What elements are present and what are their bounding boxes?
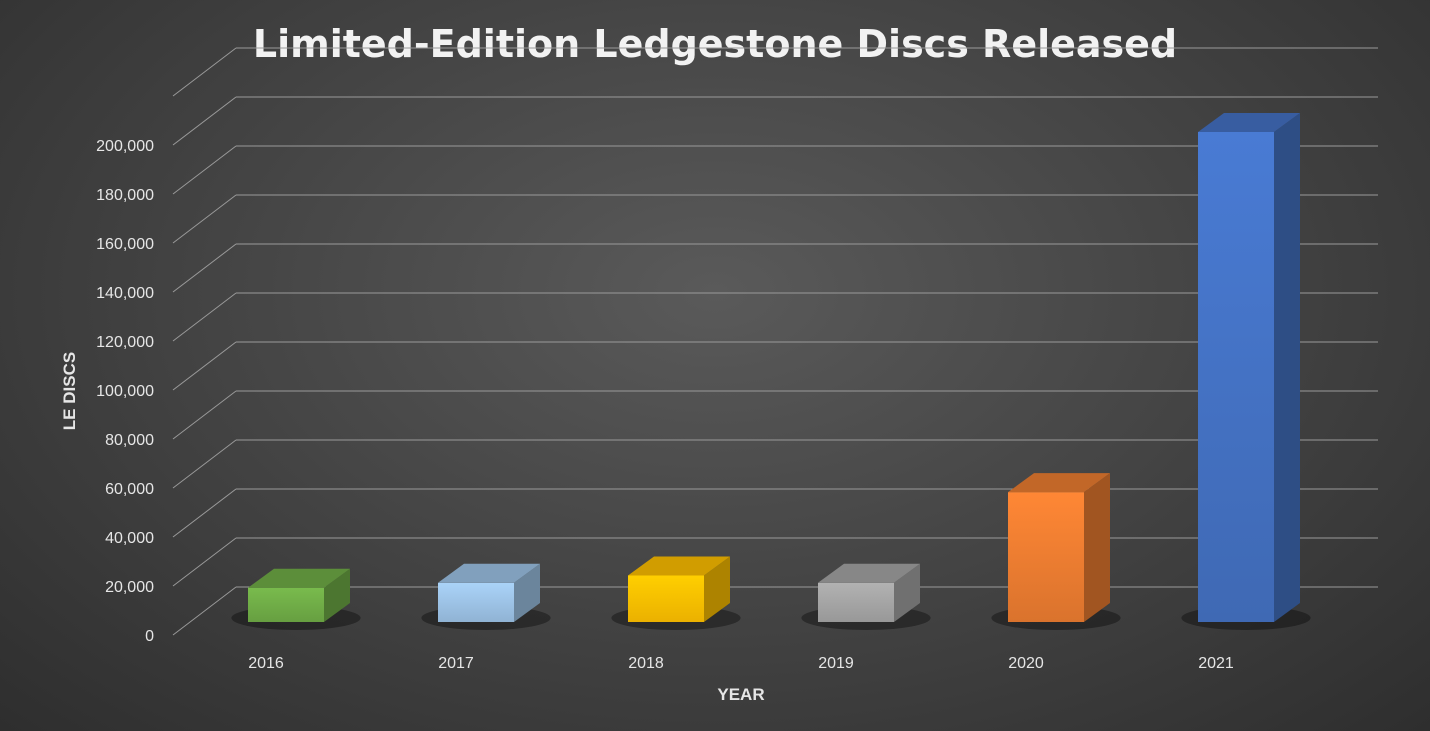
bar-side <box>514 563 540 622</box>
bar-top <box>248 568 350 588</box>
gridline-side <box>172 96 237 146</box>
y-tick-label: 40,000 <box>105 530 154 547</box>
bar-front <box>438 582 514 622</box>
x-tick-label: 2017 <box>438 655 474 672</box>
bar-2020 <box>991 473 1121 630</box>
bar-side <box>1274 113 1300 622</box>
bar-front <box>628 575 704 622</box>
gridline-side <box>172 537 237 587</box>
gridline-side <box>172 341 237 391</box>
y-tick-label: 100,000 <box>96 383 154 400</box>
x-tick-label: 2020 <box>1008 655 1044 672</box>
x-tick-label: 2016 <box>248 655 284 672</box>
bar-2019 <box>801 563 931 630</box>
y-tick-label: 20,000 <box>105 579 154 596</box>
bar-side <box>324 568 350 622</box>
gridline-side <box>172 243 237 293</box>
x-tick-label: 2018 <box>628 655 664 672</box>
bar-front <box>1198 132 1274 622</box>
bar-front <box>248 587 324 622</box>
y-tick-label: 120,000 <box>96 334 154 351</box>
bar-2016 <box>231 568 361 630</box>
bar-2018 <box>611 556 741 630</box>
gridlines <box>172 47 1378 636</box>
gridline-side <box>172 390 237 440</box>
bar-top <box>1198 113 1300 132</box>
bar-side <box>894 563 920 622</box>
gridline-side <box>172 439 237 489</box>
bar-side <box>1084 473 1110 622</box>
y-tick-label: 0 <box>145 628 154 645</box>
bar-front <box>1008 492 1084 622</box>
gridline-side <box>172 47 237 97</box>
bar-top <box>818 563 920 583</box>
x-axis-title: YEAR <box>717 685 764 704</box>
gridline-side <box>172 145 237 195</box>
y-axis-ticks: 0 20,000 40,000 60,000 80,000 100,000 120,000 1… <box>96 138 154 645</box>
bars <box>231 113 1311 630</box>
bar-top <box>438 563 540 583</box>
gridline-side <box>172 586 237 636</box>
gridline-side <box>172 194 237 244</box>
gridline-side <box>172 292 237 342</box>
x-tick-label: 2019 <box>818 655 854 672</box>
y-tick-label: 200,000 <box>96 138 154 155</box>
chart-title: Limited-Edition Ledgestone Discs Release… <box>253 22 1177 66</box>
bar-2017 <box>421 563 551 630</box>
y-tick-label: 160,000 <box>96 236 154 253</box>
y-tick-label: 180,000 <box>96 187 154 204</box>
bar-top <box>1008 473 1110 493</box>
y-tick-label: 60,000 <box>105 481 154 498</box>
bar-side <box>704 556 730 622</box>
bar-front <box>818 582 894 622</box>
y-tick-label: 80,000 <box>105 432 154 449</box>
gridline-side <box>172 488 237 538</box>
y-axis-title: LE DISCS <box>60 352 79 430</box>
x-axis-ticks: 2016 2017 2018 2019 2020 2021 <box>248 655 1234 672</box>
bar-top <box>628 556 730 576</box>
y-tick-label: 140,000 <box>96 285 154 302</box>
x-tick-label: 2021 <box>1198 655 1234 672</box>
bar-2021 <box>1181 113 1311 630</box>
